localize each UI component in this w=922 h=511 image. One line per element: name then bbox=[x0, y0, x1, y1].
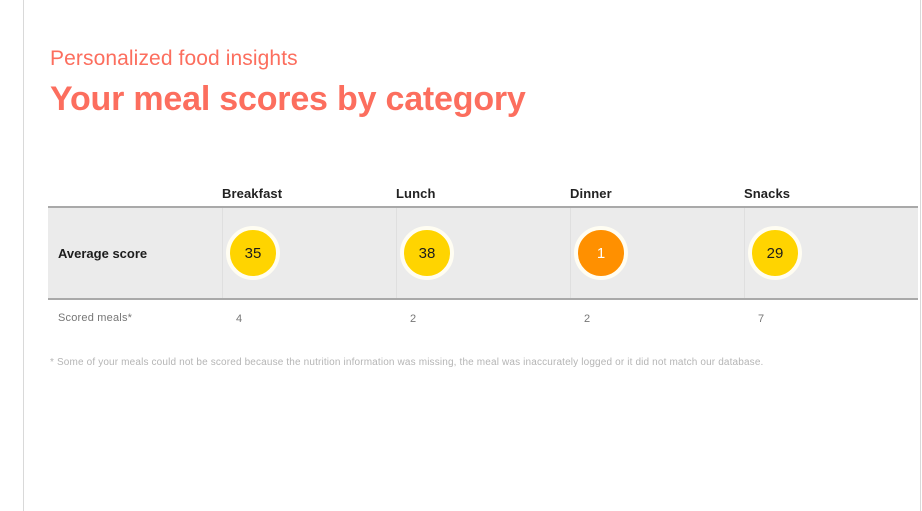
column-header-breakfast: Breakfast bbox=[222, 186, 283, 201]
score-bubble-dinner: 1 bbox=[574, 226, 628, 280]
row-label-scored-meals: Scored meals* bbox=[58, 312, 133, 324]
column-header-dinner: Dinner bbox=[570, 186, 612, 201]
column-divider-2 bbox=[396, 208, 397, 298]
page-edge-right-rule bbox=[920, 0, 921, 511]
column-divider-4 bbox=[744, 208, 745, 298]
scored-meals-value-lunch: 2 bbox=[410, 313, 417, 325]
eyebrow-text: Personalized food insights bbox=[50, 47, 298, 70]
meal-scores-table: Breakfast Lunch Dinner Snacks Average sc… bbox=[48, 182, 918, 336]
column-header-cell-snacks: Snacks bbox=[744, 185, 918, 203]
score-bubble-breakfast: 35 bbox=[226, 226, 280, 280]
scored-meals-cell-snacks: 7 bbox=[744, 309, 918, 327]
column-header-lunch: Lunch bbox=[396, 186, 436, 201]
column-header-cell-dinner: Dinner bbox=[570, 185, 744, 203]
column-header-cell-breakfast: Breakfast bbox=[222, 185, 396, 203]
column-header-snacks: Snacks bbox=[744, 186, 791, 201]
table-header-row: Breakfast Lunch Dinner Snacks bbox=[48, 182, 918, 206]
scored-meals-cell-breakfast: 4 bbox=[222, 309, 396, 327]
page-edge-left-rule bbox=[23, 0, 24, 511]
scored-meals-value-breakfast: 4 bbox=[236, 313, 243, 325]
column-divider-1 bbox=[222, 208, 223, 298]
score-cell-dinner: 1 bbox=[570, 226, 744, 280]
scored-meals-value-dinner: 2 bbox=[584, 313, 591, 325]
footnote-text: * Some of your meals could not be scored… bbox=[50, 357, 764, 368]
score-cell-snacks: 29 bbox=[744, 226, 918, 280]
column-divider-3 bbox=[570, 208, 571, 298]
scored-meals-value-snacks: 7 bbox=[758, 313, 765, 325]
scored-meals-cell-dinner: 2 bbox=[570, 309, 744, 327]
average-score-row: Average score 35 38 1 29 bbox=[48, 206, 918, 300]
score-cell-breakfast: 35 bbox=[222, 226, 396, 280]
page-title: Your meal scores by category bbox=[50, 80, 526, 118]
column-header-cell-lunch: Lunch bbox=[396, 185, 570, 203]
row-label-average-score: Average score bbox=[58, 245, 148, 261]
score-cell-lunch: 38 bbox=[396, 226, 570, 280]
scored-meals-row: Scored meals* 4 2 2 7 bbox=[48, 300, 918, 336]
score-bubble-snacks: 29 bbox=[748, 226, 802, 280]
page-heading: Personalized food insights Your meal sco… bbox=[50, 46, 870, 119]
scored-meals-cell-lunch: 2 bbox=[396, 309, 570, 327]
score-bubble-lunch: 38 bbox=[400, 226, 454, 280]
